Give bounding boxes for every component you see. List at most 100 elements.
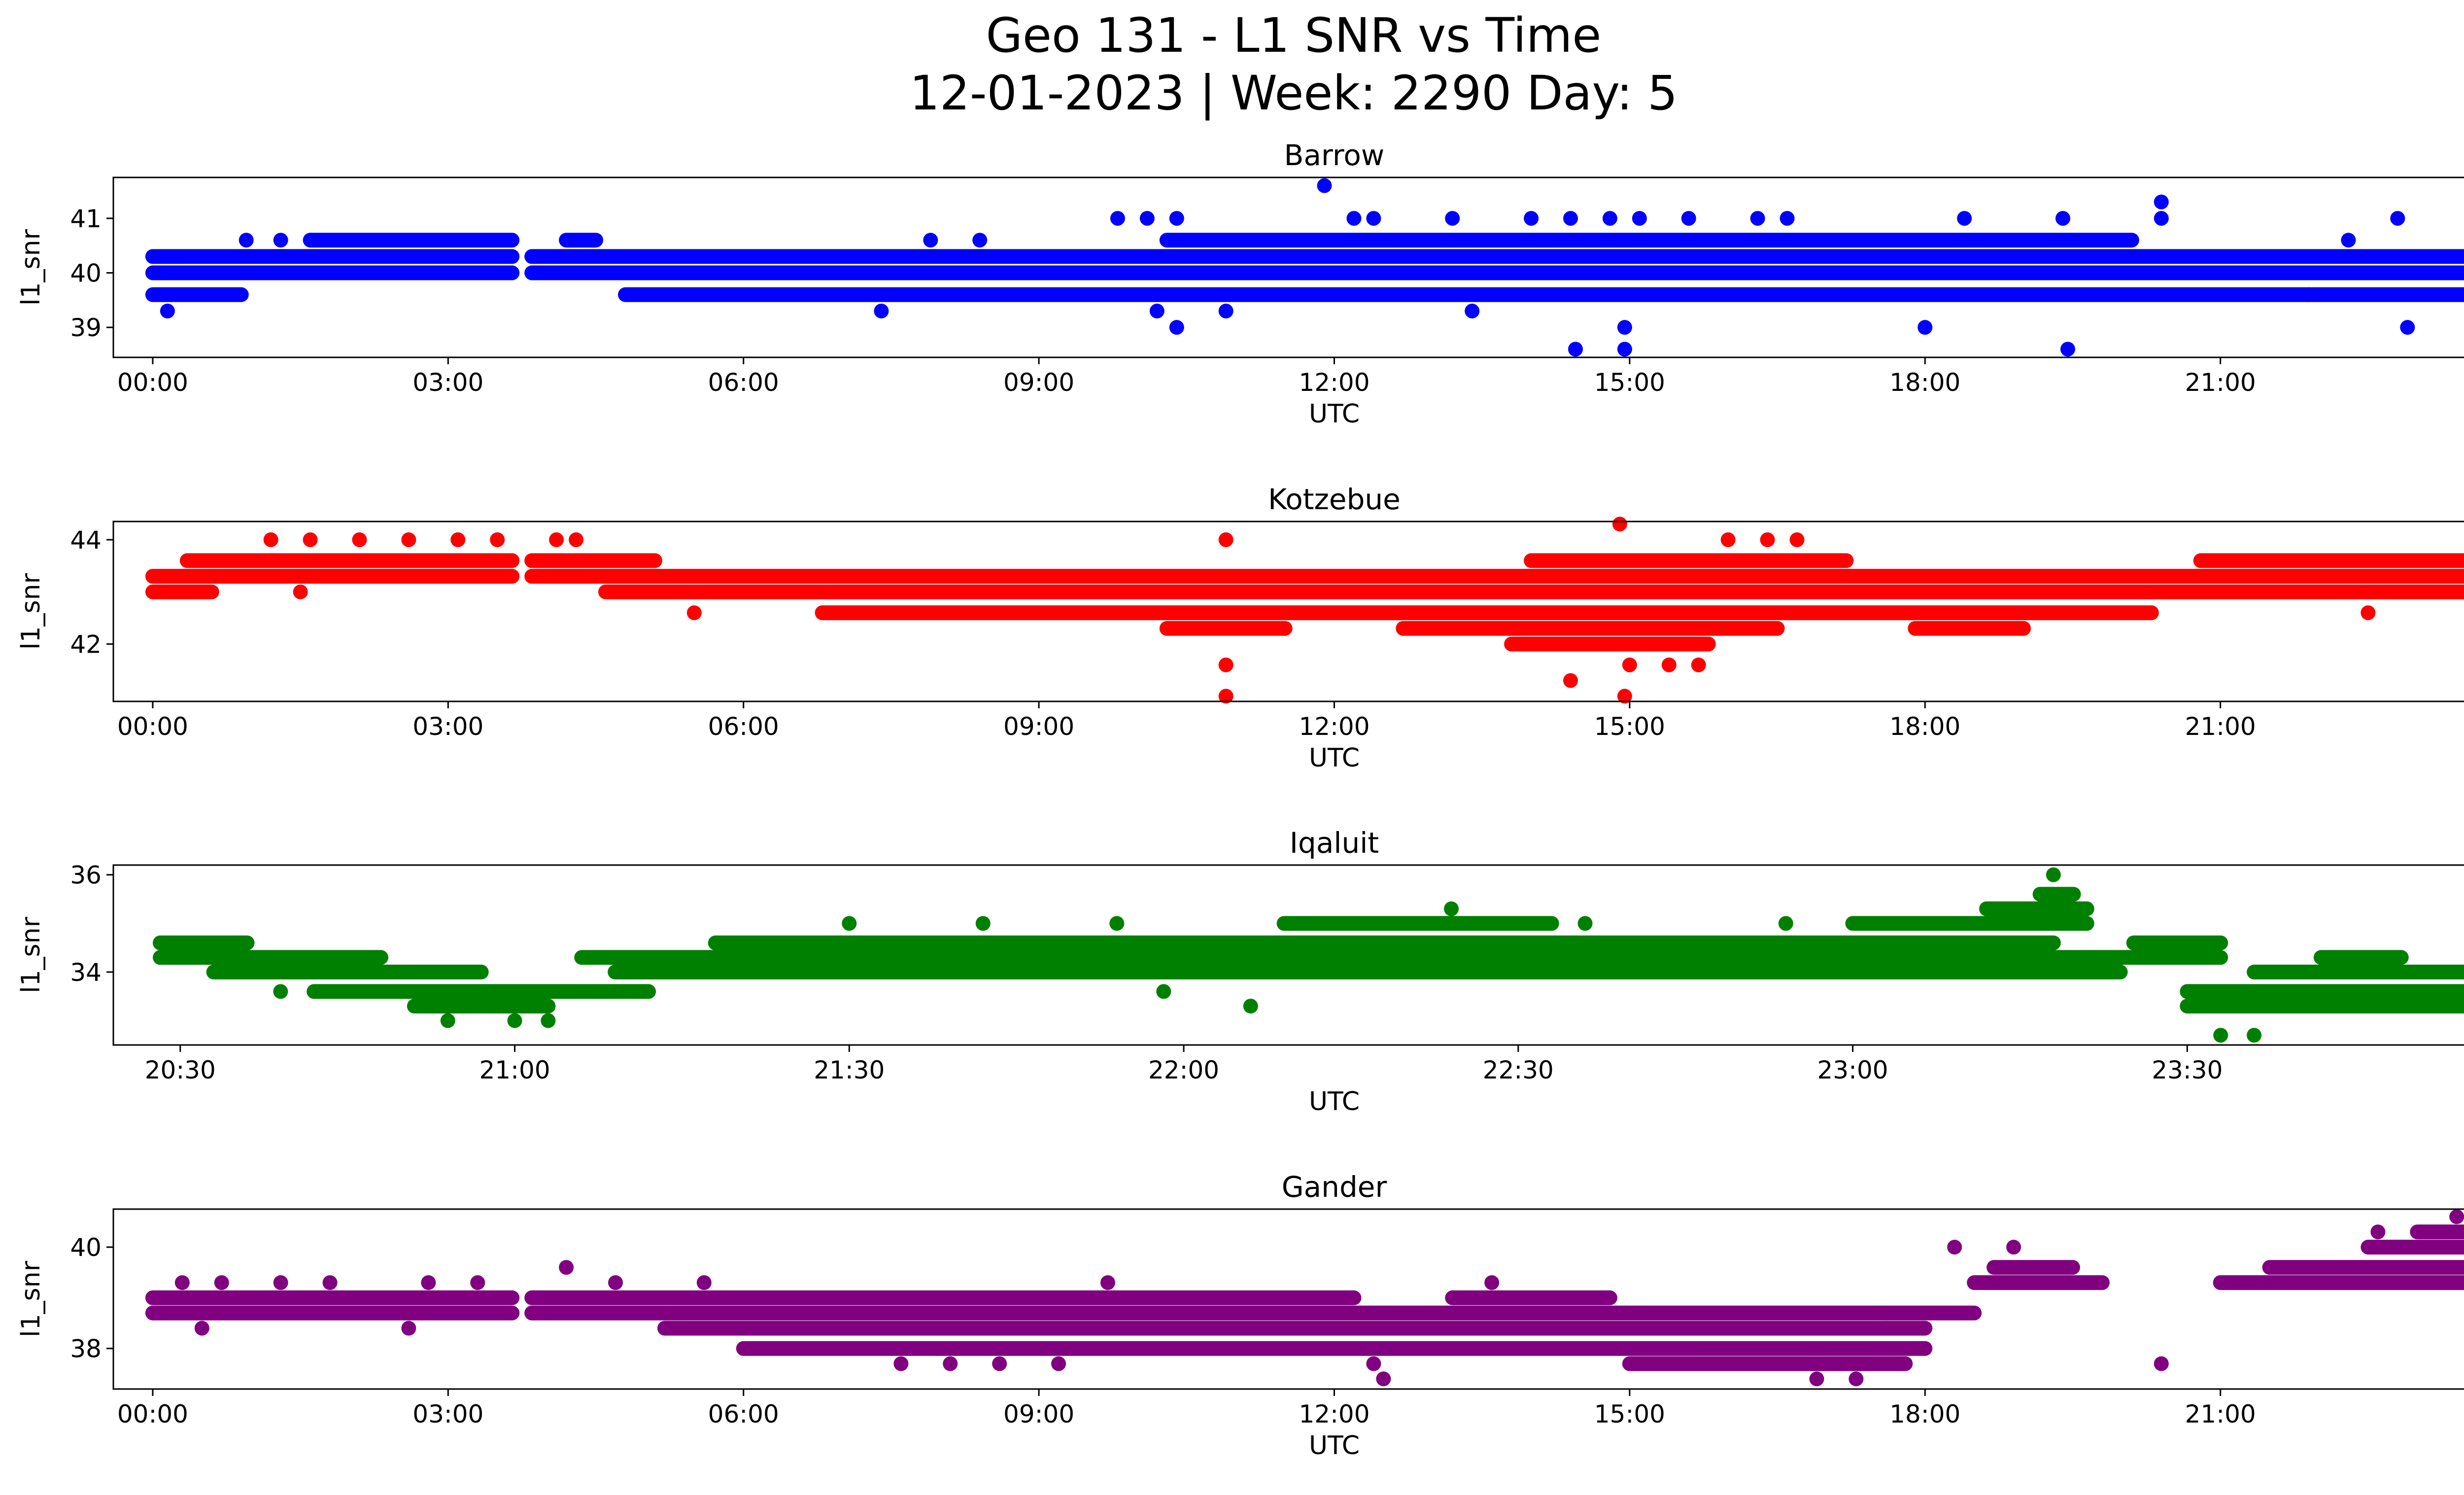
x-tick-label: 23:00	[1817, 1056, 1888, 1084]
subplot-title: Kotzebue	[1268, 483, 1401, 516]
data-point-34	[2390, 210, 2405, 226]
x-axis-label: UTC	[1309, 743, 1360, 773]
x-axis-label: UTC	[1309, 1087, 1360, 1116]
data-point-15	[1661, 657, 1677, 672]
subplot-panels: Barrow 00:00 03:00 06:00 09:00 12:00 15:00 18:0…	[16, 139, 2464, 1460]
x-tick-label: 21:00	[479, 1056, 550, 1084]
data-point-0	[263, 532, 278, 548]
x-tick-label: 15:00	[1594, 1400, 1665, 1428]
data-band-0-0	[179, 553, 520, 568]
data-point-4	[923, 233, 938, 248]
y-tick-label: 40	[70, 259, 102, 288]
data-band-6-0	[1979, 901, 2094, 916]
data-point-4	[2213, 1028, 2228, 1043]
data-band-4-0	[1622, 1356, 1913, 1371]
data-point-14	[1622, 657, 1637, 672]
x-tick-label: 09:00	[1003, 712, 1074, 741]
data-series	[145, 178, 2464, 357]
x-tick-label: 15:00	[1594, 712, 1665, 741]
data-point-7	[1139, 210, 1155, 226]
data-point-32	[2154, 210, 2169, 226]
x-tick-label: 21:00	[2185, 712, 2256, 741]
y-tick-label: 40	[70, 1233, 102, 1262]
x-tick-label: 22:00	[1148, 1056, 1219, 1084]
data-band-5-1	[1845, 916, 2094, 931]
x-tick-label: 20:30	[145, 1056, 216, 1084]
data-band-5-1	[2213, 1275, 2464, 1290]
data-point-9	[1169, 320, 1184, 335]
data-band-1-1	[524, 1305, 1982, 1321]
x-tick-label: 18:00	[1889, 368, 1960, 397]
data-point-8	[1169, 210, 1184, 226]
y-tick-label: 38	[70, 1335, 102, 1363]
data-band-4-0	[1159, 621, 1293, 636]
data-band-2-2	[2247, 965, 2464, 980]
x-tick-label: 22:30	[1483, 1056, 1554, 1084]
x-tick-label: 09:00	[1003, 368, 1074, 397]
data-point-11	[1577, 916, 1593, 931]
data-band-4-2	[1908, 621, 2031, 636]
subplot-gander: Gander 00:00 03:00 06:00 09:00 12:00 15:00 18:0…	[16, 1170, 2464, 1460]
data-point-7	[569, 532, 584, 548]
x-tick-label: 21:30	[814, 1056, 885, 1084]
data-point-5	[2247, 1028, 2262, 1043]
x-tick-label: 03:00	[412, 368, 483, 397]
figure-title-line2: 12-01-2023 | Week: 2290 Day: 5	[910, 66, 1678, 121]
data-band-1-0	[145, 265, 520, 280]
data-point-20	[1602, 210, 1617, 226]
data-point-13	[2012, 950, 2027, 965]
data-band-6-1	[2262, 1260, 2464, 1275]
data-point-20	[2006, 1240, 2021, 1255]
data-point-18	[1878, 1305, 1893, 1321]
data-point-13	[1563, 673, 1578, 688]
data-point-8	[696, 1275, 712, 1290]
data-point-2	[273, 1275, 288, 1290]
data-point-28	[1957, 210, 1972, 226]
data-point-1	[214, 1275, 229, 1290]
data-band-7-0	[2361, 1240, 2464, 1255]
data-point-5	[490, 532, 505, 548]
data-point-17	[407, 984, 422, 999]
x-tick-label: 03:00	[412, 1400, 483, 1428]
data-point-23	[2449, 1209, 2464, 1224]
data-point-19	[1568, 342, 1583, 357]
subplot-title: Gander	[1282, 1170, 1387, 1204]
data-band-1-1	[574, 950, 2228, 965]
data-band-8-0	[2410, 1224, 2464, 1240]
data-band-0-1	[524, 1290, 1362, 1305]
data-band-7-0	[2032, 887, 2081, 902]
data-point-8	[842, 916, 857, 931]
data-point-2	[352, 532, 367, 548]
data-point-22	[293, 584, 308, 599]
data-band-3-1	[2180, 984, 2464, 999]
data-point-25	[194, 1321, 209, 1336]
data-point-10	[1444, 901, 1459, 916]
data-point-15	[1445, 210, 1460, 226]
data-point-20	[2361, 605, 2376, 621]
x-tick-label: 09:00	[1003, 1400, 1074, 1428]
data-point-6	[559, 1260, 574, 1275]
data-point-10	[1218, 657, 1233, 672]
x-tick-label: 00:00	[117, 712, 188, 741]
data-band-4-1	[1396, 621, 1785, 636]
y-tick-label: 36	[70, 861, 102, 890]
y-axis-label: l1_snr	[16, 916, 46, 993]
data-point-9	[893, 1356, 909, 1371]
data-point-15	[1484, 1275, 1500, 1290]
data-band-2-0	[145, 287, 249, 302]
data-point-7	[608, 1275, 623, 1290]
data-point-17	[1524, 210, 1539, 226]
data-point-18	[1563, 210, 1578, 226]
data-point-21	[1617, 342, 1632, 357]
y-axis-label: l1_snr	[16, 1260, 46, 1337]
data-point-30	[2060, 342, 2075, 357]
data-point-3	[322, 1275, 338, 1290]
data-point-1	[239, 233, 254, 248]
data-band-0-1	[524, 249, 2464, 264]
data-band-3-0	[736, 1341, 1933, 1356]
data-point-24	[1681, 210, 1696, 226]
data-band-0-2	[2126, 935, 2228, 950]
subplot-title: Iqaluit	[1290, 826, 1379, 860]
